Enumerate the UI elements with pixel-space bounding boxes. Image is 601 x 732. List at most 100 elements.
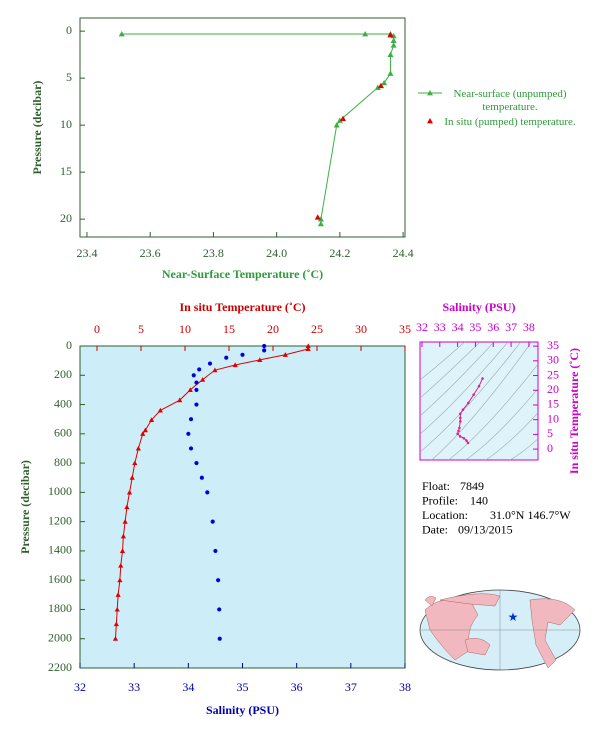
data-point — [194, 461, 199, 466]
tick-label: 30 — [355, 322, 367, 336]
tick-label: 25 — [311, 322, 323, 336]
tick-label: 1600 — [48, 572, 72, 586]
data-point — [207, 361, 213, 366]
data-point — [120, 533, 126, 539]
tick-label: 0 — [66, 23, 72, 37]
data-point — [212, 367, 218, 373]
data-point — [119, 548, 126, 553]
tick-label: 1200 — [48, 513, 72, 527]
data-point — [118, 30, 125, 37]
tick-label: 20 — [547, 382, 559, 396]
data-point — [282, 352, 288, 357]
tick-label: 0 — [94, 322, 100, 336]
tick-label: 34 — [182, 680, 194, 694]
data-point — [465, 439, 468, 442]
tick-label: 15 — [60, 164, 72, 178]
data-point — [459, 412, 462, 416]
data-point — [140, 431, 146, 436]
data-point — [232, 362, 238, 368]
tick-label: 33 — [434, 320, 446, 334]
data-point — [305, 346, 311, 352]
tick-label: 35 — [469, 320, 481, 334]
data-point — [199, 377, 206, 382]
tick-label: 200 — [54, 367, 72, 381]
tick-label: 600 — [54, 426, 72, 440]
data-point — [472, 393, 475, 396]
data-point — [377, 82, 384, 89]
legend-entry: In situ (pumped) temperature. — [444, 116, 576, 128]
tick-label: 20 — [267, 322, 279, 336]
tick-label: 24.4 — [393, 246, 414, 260]
y-axis-label: Pressure (decibar) — [30, 81, 44, 175]
tick-label: 25 — [547, 367, 559, 381]
tick-label: 38 — [399, 680, 411, 694]
data-point — [387, 51, 394, 58]
data-point — [459, 416, 462, 420]
data-point — [387, 70, 394, 76]
data-point — [194, 380, 199, 385]
data-point — [126, 489, 133, 495]
data-point — [459, 420, 462, 423]
tick-label: 2000 — [48, 630, 72, 644]
tick-label: 36 — [487, 320, 499, 334]
data-point — [224, 355, 229, 360]
data-point — [390, 42, 397, 48]
data-point — [262, 348, 267, 353]
data-point — [199, 475, 204, 480]
data-point — [115, 592, 121, 597]
data-point — [188, 417, 194, 422]
data-point — [362, 30, 369, 37]
data-point — [481, 377, 484, 380]
x-axis-label: Near-Surface Temperature (˚C) — [162, 267, 323, 281]
data-point — [205, 490, 210, 495]
data-point — [213, 548, 218, 553]
info-value: 7849 — [460, 479, 484, 493]
data-point — [194, 402, 199, 407]
data-point — [257, 357, 263, 362]
data-point — [191, 373, 196, 378]
data-point — [458, 426, 461, 430]
x-axis-label: Salinity (PSU) — [206, 703, 279, 717]
info-label: Date: — [422, 522, 448, 536]
data-point — [177, 397, 183, 403]
data-point — [467, 401, 470, 405]
tick-label: 34 — [452, 320, 464, 334]
tick-label: 37 — [345, 680, 357, 694]
density-contours — [420, 342, 538, 460]
data-point — [124, 504, 130, 510]
info-label: Profile: — [422, 493, 458, 507]
tick-label: 15 — [547, 397, 559, 411]
ts-plot-area — [419, 341, 539, 461]
info-value: 09/13/2015 — [458, 522, 513, 536]
tick-label: 23.4 — [76, 246, 97, 260]
tick-label: 24.0 — [266, 246, 287, 260]
data-point — [477, 384, 481, 388]
float-location-star: ★ — [508, 610, 519, 624]
data-point — [216, 578, 221, 583]
tick-label: 10 — [547, 411, 559, 425]
data-point — [113, 621, 119, 627]
tick-label: 800 — [54, 455, 72, 469]
tick-label: 35 — [399, 322, 411, 336]
data-point — [461, 408, 465, 411]
info-label: Float: — [422, 479, 450, 493]
tick-label: 35 — [547, 338, 559, 352]
data-point — [240, 352, 245, 357]
data-point — [132, 460, 138, 466]
data-point — [210, 519, 215, 524]
data-point — [157, 407, 163, 413]
legend-marker — [427, 90, 433, 96]
data-point — [462, 436, 466, 440]
tick-label: 5 — [66, 70, 72, 84]
legend-entry: Near-surface (unpumped) temperature. — [453, 88, 567, 113]
data-point — [187, 387, 193, 392]
tick-label: 1000 — [48, 484, 72, 498]
tick-label: 1800 — [48, 601, 72, 615]
data-point — [122, 519, 128, 524]
info-label: Location: — [422, 508, 468, 522]
tick-label: 30 — [547, 353, 559, 367]
tick-label: 33 — [128, 680, 140, 694]
data-point — [129, 475, 135, 480]
